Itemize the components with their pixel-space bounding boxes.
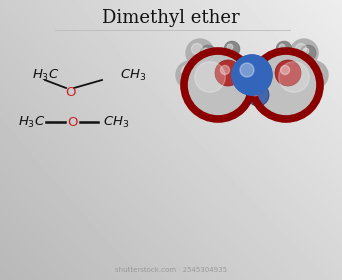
Circle shape — [181, 66, 193, 77]
Circle shape — [279, 62, 309, 92]
Circle shape — [295, 43, 306, 55]
Text: O: O — [67, 116, 77, 129]
Circle shape — [280, 66, 290, 74]
Text: Dimethyl ether: Dimethyl ether — [102, 9, 240, 27]
Circle shape — [290, 39, 318, 67]
Circle shape — [240, 63, 254, 77]
Circle shape — [300, 61, 328, 89]
Text: $CH_3$: $CH_3$ — [120, 67, 146, 83]
Circle shape — [192, 43, 202, 55]
Circle shape — [232, 55, 272, 95]
Circle shape — [276, 41, 292, 57]
Circle shape — [303, 48, 309, 54]
Circle shape — [247, 84, 269, 106]
Circle shape — [275, 60, 301, 86]
Circle shape — [224, 41, 240, 57]
Text: O: O — [65, 85, 75, 99]
Circle shape — [195, 62, 225, 92]
Circle shape — [252, 51, 320, 119]
Circle shape — [251, 88, 259, 96]
Text: shutterstock.com · 2545304935: shutterstock.com · 2545304935 — [115, 267, 227, 273]
Circle shape — [184, 51, 252, 119]
Circle shape — [300, 45, 316, 61]
Circle shape — [240, 63, 254, 77]
Circle shape — [221, 66, 229, 74]
Text: $CH_3$: $CH_3$ — [103, 115, 129, 130]
Circle shape — [196, 69, 212, 85]
Circle shape — [305, 66, 317, 77]
Circle shape — [215, 60, 241, 86]
Circle shape — [199, 72, 205, 78]
Text: $H_3C$: $H_3C$ — [32, 67, 60, 83]
Circle shape — [307, 72, 313, 78]
Circle shape — [186, 39, 214, 67]
Circle shape — [200, 45, 216, 61]
Circle shape — [227, 44, 233, 50]
Circle shape — [304, 69, 320, 85]
Circle shape — [279, 44, 285, 50]
Circle shape — [203, 48, 209, 54]
Circle shape — [176, 61, 204, 89]
Circle shape — [232, 55, 272, 95]
Text: $H_3C$: $H_3C$ — [18, 115, 45, 130]
